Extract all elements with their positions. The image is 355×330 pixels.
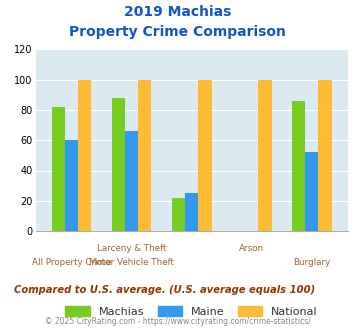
Text: Larceny & Theft: Larceny & Theft (97, 244, 166, 253)
Bar (305, 152, 318, 231)
Bar (292, 101, 305, 231)
Text: © 2025 CityRating.com - https://www.cityrating.com/crime-statistics/: © 2025 CityRating.com - https://www.city… (45, 317, 310, 326)
Text: Burglary: Burglary (293, 258, 331, 267)
Bar (138, 80, 152, 231)
Text: 2019 Machias: 2019 Machias (124, 5, 231, 19)
Text: Arson: Arson (239, 244, 264, 253)
Bar (65, 140, 78, 231)
Text: All Property Crime: All Property Crime (32, 258, 111, 267)
Bar (78, 80, 91, 231)
Bar (318, 80, 332, 231)
Bar (185, 193, 198, 231)
Bar (112, 98, 125, 231)
Bar (125, 131, 138, 231)
Bar (258, 80, 272, 231)
Bar (172, 198, 185, 231)
Bar (198, 80, 212, 231)
Bar (52, 107, 65, 231)
Text: Compared to U.S. average. (U.S. average equals 100): Compared to U.S. average. (U.S. average … (14, 285, 316, 295)
Legend: Machias, Maine, National: Machias, Maine, National (65, 306, 318, 317)
Text: Property Crime Comparison: Property Crime Comparison (69, 25, 286, 39)
Text: Motor Vehicle Theft: Motor Vehicle Theft (89, 258, 174, 267)
